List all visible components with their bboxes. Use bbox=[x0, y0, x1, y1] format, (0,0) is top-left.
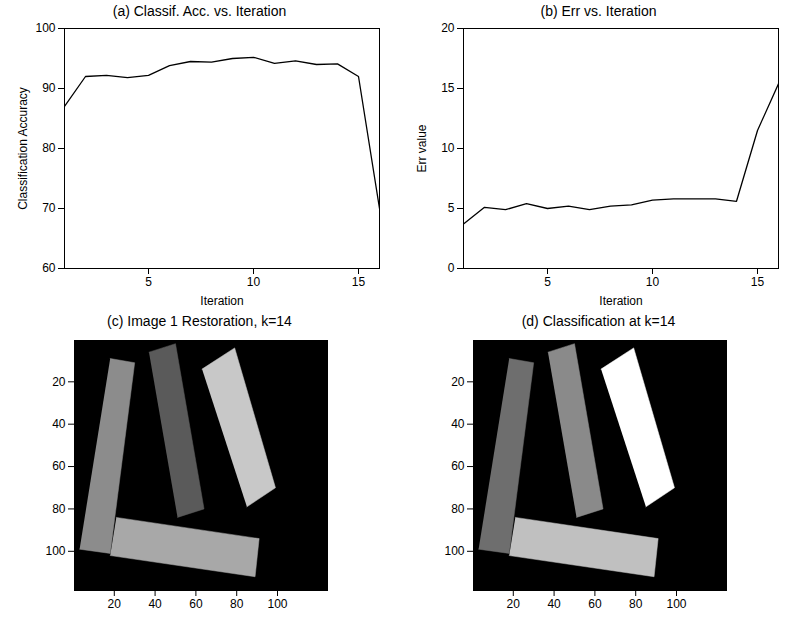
svg-text:100: 100 bbox=[45, 544, 65, 558]
html-text:(c) Image 1 Restoration, k=14: (c) Image 1 Restoration, k=14 bbox=[107, 313, 292, 329]
html-text:(a) Classif. Acc. vs. Iteratio: (a) Classif. Acc. vs. Iteration bbox=[112, 3, 287, 19]
svg-text:10: 10 bbox=[441, 141, 455, 155]
svg-text:60: 60 bbox=[451, 459, 465, 473]
svg-text:80: 80 bbox=[629, 597, 643, 611]
svg-text:15: 15 bbox=[352, 275, 366, 289]
svg-text:80: 80 bbox=[52, 502, 66, 516]
svg-text:40: 40 bbox=[547, 597, 561, 611]
svg-text:80: 80 bbox=[42, 141, 56, 155]
html-text:(b) Err vs. Iteration: (b) Err vs. Iteration bbox=[540, 3, 657, 19]
svg-text:5: 5 bbox=[544, 275, 551, 289]
svg-text:Classification Accuracy: Classification Accuracy bbox=[16, 87, 30, 210]
svg-text:20: 20 bbox=[507, 597, 521, 611]
svg-text:40: 40 bbox=[148, 597, 162, 611]
svg-text:Iteration: Iteration bbox=[200, 294, 243, 308]
svg-text:10: 10 bbox=[646, 275, 660, 289]
svg-text:15: 15 bbox=[751, 275, 765, 289]
svg-text:60: 60 bbox=[189, 597, 203, 611]
svg-text:5: 5 bbox=[145, 275, 152, 289]
svg-text:60: 60 bbox=[588, 597, 602, 611]
svg-text:Err value: Err value bbox=[415, 124, 429, 172]
svg-text:60: 60 bbox=[42, 261, 56, 275]
svg-text:100: 100 bbox=[267, 597, 287, 611]
svg-text:20: 20 bbox=[441, 21, 455, 35]
svg-text:Iteration: Iteration bbox=[599, 294, 642, 308]
svg-text:5: 5 bbox=[448, 201, 455, 215]
svg-text:15: 15 bbox=[441, 81, 455, 95]
svg-text:90: 90 bbox=[42, 81, 56, 95]
svg-text:100: 100 bbox=[444, 544, 464, 558]
svg-text:40: 40 bbox=[52, 417, 66, 431]
svg-text:100: 100 bbox=[666, 597, 686, 611]
svg-text:0: 0 bbox=[448, 261, 455, 275]
svg-text:20: 20 bbox=[108, 597, 122, 611]
svg-text:20: 20 bbox=[52, 375, 66, 389]
svg-text:80: 80 bbox=[230, 597, 244, 611]
svg-text:20: 20 bbox=[451, 375, 465, 389]
svg-text:100: 100 bbox=[35, 21, 55, 35]
svg-text:10: 10 bbox=[247, 275, 261, 289]
svg-text:40: 40 bbox=[451, 417, 465, 431]
html-text:(d) Classification at k=14: (d) Classification at k=14 bbox=[521, 313, 676, 329]
svg-text:70: 70 bbox=[42, 201, 56, 215]
svg-text:80: 80 bbox=[451, 502, 465, 516]
svg-text:60: 60 bbox=[52, 459, 66, 473]
